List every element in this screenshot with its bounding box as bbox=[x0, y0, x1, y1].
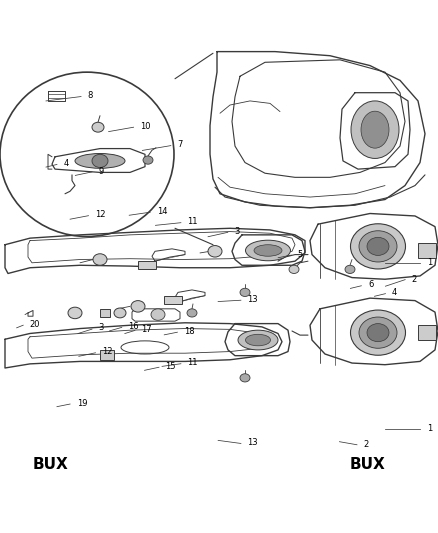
Text: 12: 12 bbox=[102, 348, 113, 357]
Bar bbox=[164, 296, 182, 304]
Text: 2: 2 bbox=[412, 275, 417, 284]
Ellipse shape bbox=[359, 317, 397, 348]
Ellipse shape bbox=[361, 111, 389, 148]
Ellipse shape bbox=[92, 122, 104, 132]
Bar bbox=[100, 350, 114, 360]
Ellipse shape bbox=[240, 288, 250, 296]
Text: 16: 16 bbox=[128, 322, 139, 331]
Text: 17: 17 bbox=[141, 325, 152, 334]
Text: 4: 4 bbox=[392, 288, 397, 297]
Ellipse shape bbox=[68, 307, 82, 319]
Text: 12: 12 bbox=[95, 211, 106, 219]
Ellipse shape bbox=[359, 231, 397, 262]
Text: 4: 4 bbox=[64, 159, 69, 168]
Text: 13: 13 bbox=[247, 295, 258, 304]
Ellipse shape bbox=[246, 240, 290, 261]
Text: 11: 11 bbox=[187, 358, 198, 367]
Text: 1: 1 bbox=[427, 259, 432, 268]
Text: 18: 18 bbox=[184, 327, 194, 336]
Text: 13: 13 bbox=[247, 438, 258, 447]
Bar bbox=[418, 325, 436, 340]
Ellipse shape bbox=[151, 309, 165, 320]
Ellipse shape bbox=[92, 155, 108, 167]
Ellipse shape bbox=[114, 308, 126, 318]
Ellipse shape bbox=[367, 324, 389, 342]
Text: 9: 9 bbox=[99, 166, 104, 175]
Bar bbox=[138, 261, 156, 269]
Text: 10: 10 bbox=[140, 122, 151, 131]
Ellipse shape bbox=[246, 334, 271, 346]
Text: 7: 7 bbox=[177, 140, 183, 149]
Text: 14: 14 bbox=[157, 207, 167, 216]
Ellipse shape bbox=[238, 330, 278, 350]
Text: 6: 6 bbox=[368, 280, 373, 289]
Ellipse shape bbox=[131, 301, 145, 312]
Ellipse shape bbox=[75, 154, 125, 168]
Ellipse shape bbox=[351, 101, 399, 158]
Ellipse shape bbox=[345, 265, 355, 273]
Text: 8: 8 bbox=[88, 91, 93, 100]
Ellipse shape bbox=[367, 237, 389, 255]
Ellipse shape bbox=[208, 246, 222, 257]
Text: 20: 20 bbox=[30, 320, 40, 329]
Text: 11: 11 bbox=[187, 217, 198, 227]
Bar bbox=[418, 243, 436, 258]
Ellipse shape bbox=[289, 265, 299, 273]
Text: BUX: BUX bbox=[32, 457, 68, 472]
Ellipse shape bbox=[143, 156, 153, 164]
Bar bbox=[100, 309, 110, 317]
Text: 2: 2 bbox=[364, 440, 369, 449]
Text: 1: 1 bbox=[427, 424, 432, 433]
Ellipse shape bbox=[240, 374, 250, 382]
Text: 19: 19 bbox=[77, 399, 87, 408]
Text: 5: 5 bbox=[298, 250, 303, 259]
Ellipse shape bbox=[350, 224, 406, 269]
Text: 3: 3 bbox=[99, 324, 104, 332]
Ellipse shape bbox=[254, 245, 282, 256]
Text: 15: 15 bbox=[166, 362, 176, 371]
Ellipse shape bbox=[93, 254, 107, 265]
Text: BUX: BUX bbox=[350, 457, 386, 472]
Ellipse shape bbox=[187, 309, 197, 317]
Text: 3: 3 bbox=[234, 227, 240, 236]
Ellipse shape bbox=[350, 310, 406, 356]
